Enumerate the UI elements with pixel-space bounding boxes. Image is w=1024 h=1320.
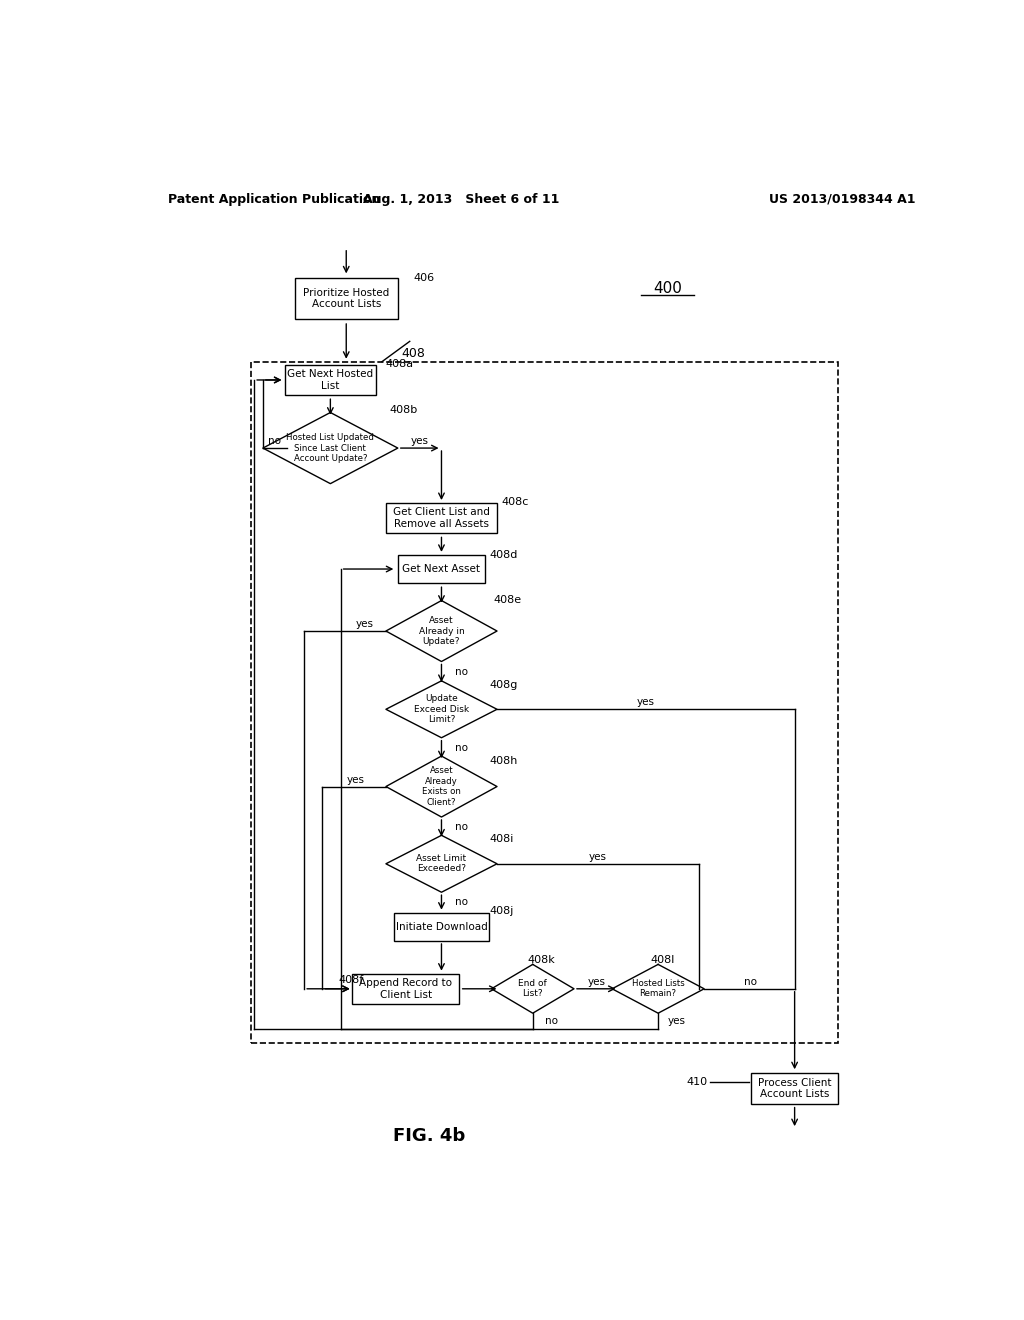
- Text: yes: yes: [411, 436, 429, 446]
- Text: 408: 408: [401, 347, 426, 360]
- Text: yes: yes: [637, 697, 654, 708]
- Text: 408c: 408c: [501, 496, 528, 507]
- Text: yes: yes: [668, 1016, 686, 1027]
- Polygon shape: [386, 681, 497, 738]
- Text: 400: 400: [653, 281, 682, 296]
- Text: no: no: [455, 743, 468, 752]
- Text: Get Next Hosted
List: Get Next Hosted List: [288, 370, 374, 391]
- Text: Asset Limit
Exceeded?: Asset Limit Exceeded?: [417, 854, 467, 874]
- Text: 408b: 408b: [390, 405, 418, 416]
- Polygon shape: [386, 836, 497, 892]
- Polygon shape: [492, 965, 574, 1014]
- Text: 408f: 408f: [339, 974, 364, 985]
- Text: no: no: [455, 822, 468, 832]
- Polygon shape: [386, 601, 497, 661]
- Polygon shape: [386, 756, 497, 817]
- Text: Update
Exceed Disk
Limit?: Update Exceed Disk Limit?: [414, 694, 469, 725]
- Text: yes: yes: [347, 775, 365, 785]
- Text: Process Client
Account Lists: Process Client Account Lists: [758, 1077, 831, 1100]
- FancyBboxPatch shape: [394, 913, 489, 941]
- Text: 408k: 408k: [527, 956, 555, 965]
- Text: End of
List?: End of List?: [518, 979, 547, 998]
- FancyBboxPatch shape: [295, 279, 397, 319]
- Text: 408a: 408a: [386, 359, 414, 368]
- Text: 408d: 408d: [489, 550, 517, 560]
- Text: FIG. 4b: FIG. 4b: [393, 1127, 466, 1146]
- Text: no: no: [455, 667, 468, 677]
- FancyBboxPatch shape: [386, 503, 497, 533]
- Text: Hosted List Updated
Since Last Client
Account Update?: Hosted List Updated Since Last Client Ac…: [287, 433, 375, 463]
- Text: 408g: 408g: [489, 680, 517, 690]
- Text: no: no: [744, 977, 758, 986]
- FancyBboxPatch shape: [397, 554, 485, 583]
- Text: Get Next Asset: Get Next Asset: [402, 564, 480, 574]
- Text: Asset
Already in
Update?: Asset Already in Update?: [419, 616, 464, 645]
- Text: no: no: [545, 1016, 558, 1027]
- Text: 408e: 408e: [494, 594, 521, 605]
- Text: Asset
Already
Exists on
Client?: Asset Already Exists on Client?: [422, 767, 461, 807]
- Text: 410: 410: [686, 1077, 708, 1088]
- Text: 408l: 408l: [650, 956, 675, 965]
- Text: yes: yes: [587, 977, 605, 986]
- Text: Get Client List and
Remove all Assets: Get Client List and Remove all Assets: [393, 507, 489, 529]
- Text: yes: yes: [589, 851, 607, 862]
- Text: Append Record to
Client List: Append Record to Client List: [359, 978, 453, 999]
- Polygon shape: [612, 965, 705, 1014]
- FancyBboxPatch shape: [751, 1073, 839, 1104]
- FancyBboxPatch shape: [352, 974, 460, 1005]
- Text: Initiate Download: Initiate Download: [395, 921, 487, 932]
- Text: 408h: 408h: [489, 756, 517, 766]
- Text: 406: 406: [414, 273, 435, 284]
- Text: 408j: 408j: [489, 906, 513, 916]
- Text: Aug. 1, 2013   Sheet 6 of 11: Aug. 1, 2013 Sheet 6 of 11: [364, 193, 559, 206]
- Text: Prioritize Hosted
Account Lists: Prioritize Hosted Account Lists: [303, 288, 389, 309]
- Polygon shape: [263, 412, 397, 483]
- Text: no: no: [267, 436, 281, 446]
- Text: no: no: [455, 898, 468, 907]
- Text: US 2013/0198344 A1: US 2013/0198344 A1: [769, 193, 915, 206]
- Text: Patent Application Publication: Patent Application Publication: [168, 193, 380, 206]
- Text: 408i: 408i: [489, 834, 513, 845]
- FancyBboxPatch shape: [285, 364, 376, 395]
- Text: Hosted Lists
Remain?: Hosted Lists Remain?: [632, 979, 684, 998]
- Text: yes: yes: [355, 619, 374, 628]
